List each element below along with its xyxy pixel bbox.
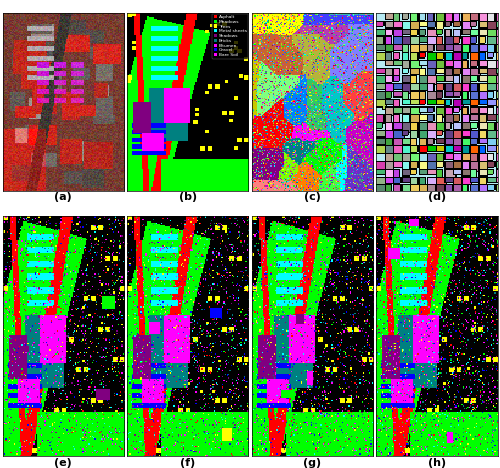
X-axis label: (a): (a) xyxy=(54,192,72,203)
X-axis label: (g): (g) xyxy=(303,458,322,468)
X-axis label: (e): (e) xyxy=(54,458,72,468)
X-axis label: (d): (d) xyxy=(428,192,446,203)
X-axis label: (h): (h) xyxy=(428,458,446,468)
Legend: Asphalt, Meadows, Trees, Metal sheets, Shadows, Bricks, Bitumen, Gravel, Bare So: Asphalt, Meadows, Trees, Metal sheets, S… xyxy=(212,14,248,59)
X-axis label: (c): (c) xyxy=(304,192,320,203)
X-axis label: (b): (b) xyxy=(178,192,197,203)
X-axis label: (f): (f) xyxy=(180,458,196,468)
